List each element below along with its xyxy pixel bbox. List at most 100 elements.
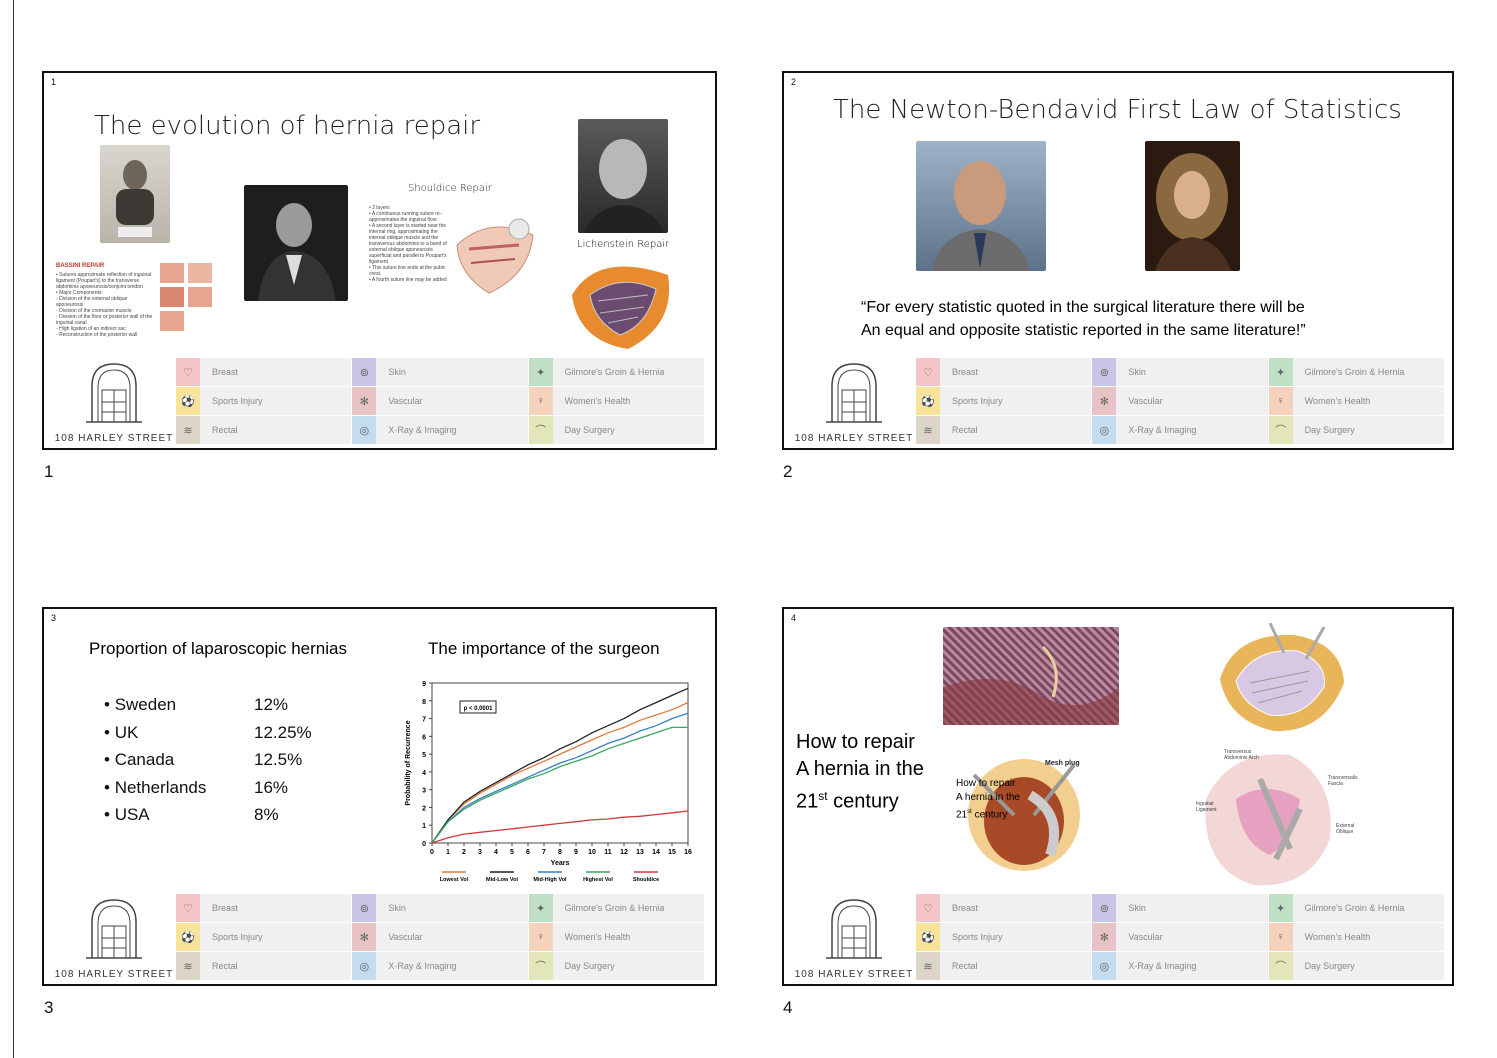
surgery-icon: ⌒ xyxy=(1268,416,1293,444)
x-tick-label: 8 xyxy=(558,849,562,856)
country-name: Sweden xyxy=(114,695,177,714)
service-women[interactable]: ♀ Women's Health xyxy=(528,387,704,415)
service-xray[interactable]: ◎ X-Ray & Imaging xyxy=(1092,952,1268,980)
service-label: Skin xyxy=(388,367,406,377)
service-label: Sports Injury xyxy=(952,396,1003,406)
service-hernia[interactable]: ✦ Gilmore's Groin & Hernia xyxy=(1268,894,1444,922)
skin-icon: ⊚ xyxy=(1092,894,1117,922)
service-label: Breast xyxy=(212,367,239,377)
sports-icon: ⚽ xyxy=(176,923,200,951)
service-day-surgery[interactable]: ⌒ Day Surgery xyxy=(1268,416,1444,444)
surgery-icon: ⌒ xyxy=(528,952,553,980)
service-label: X-Ray & Imaging xyxy=(388,961,457,971)
service-breast[interactable]: ♡ Breast xyxy=(176,358,352,386)
legend-label: Mid-High Vol xyxy=(533,877,567,883)
sports-icon: ⚽ xyxy=(916,923,940,951)
service-rectal[interactable]: ≋ Rectal xyxy=(916,416,1092,444)
bendavid-portrait xyxy=(916,141,1046,271)
slide-4[interactable]: 4 How to repair A hernia in the 21st cen… xyxy=(782,607,1454,986)
vascular-icon: ✻ xyxy=(352,387,377,415)
mesh-plug-label: Mesh plug xyxy=(1045,760,1080,767)
bassini-title: BASSINI REPAIR xyxy=(56,263,105,269)
service-sports[interactable]: ⚽ Sports Injury xyxy=(176,387,352,415)
x-tick-label: 2 xyxy=(462,849,466,856)
hernia-icon: ✦ xyxy=(528,894,553,922)
service-women[interactable]: ♀ Women's Health xyxy=(1268,387,1444,415)
service-breast[interactable]: ♡ Breast xyxy=(916,358,1092,386)
service-skin[interactable]: ⊚ Skin xyxy=(352,358,528,386)
service-label: Sports Injury xyxy=(952,932,1003,942)
country-list: • Sweden 12% • UK 12.25% • Canada 12.5% • N… xyxy=(104,691,312,829)
harley-street-logo: 108 HARLEY STREET xyxy=(54,358,174,444)
lichenstein-diagram xyxy=(568,255,676,351)
xray-icon: ◎ xyxy=(1092,416,1117,444)
service-breast[interactable]: ♡ Breast xyxy=(176,894,352,922)
shouldice-title: Shouldice Repair xyxy=(408,183,492,194)
service-skin[interactable]: ⊚ Skin xyxy=(352,894,528,922)
service-rectal[interactable]: ≋ Rectal xyxy=(176,952,352,980)
ribbon-icon: ♡ xyxy=(916,894,940,922)
y-tick-label: 2 xyxy=(422,805,426,812)
door-icon xyxy=(86,363,142,423)
slide-3[interactable]: 3 Proportion of laparoscopic hernias The… xyxy=(42,607,717,986)
rectal-icon: ≋ xyxy=(176,416,200,444)
list-item: • Sweden 12% xyxy=(104,691,312,719)
service-women[interactable]: ♀ Women's Health xyxy=(1268,923,1444,951)
page-number-3: 3 xyxy=(44,998,54,1017)
service-label: Day Surgery xyxy=(1304,961,1355,971)
logo-text: 108 HARLEY STREET xyxy=(794,433,914,444)
x-tick-label: 14 xyxy=(652,849,660,856)
service-day-surgery[interactable]: ⌒ Day Surgery xyxy=(1268,952,1444,980)
service-women[interactable]: ♀ Women's Health xyxy=(528,923,704,951)
service-xray[interactable]: ◎ X-Ray & Imaging xyxy=(1092,416,1268,444)
page-number-2: 2 xyxy=(783,462,793,481)
service-label: Rectal xyxy=(212,425,238,435)
service-skin[interactable]: ⊚ Skin xyxy=(1092,894,1268,922)
service-vascular[interactable]: ✻ Vascular xyxy=(1092,387,1268,415)
harley-street-logo: 108 HARLEY STREET xyxy=(794,358,914,444)
service-vascular[interactable]: ✻ Vascular xyxy=(352,923,528,951)
skin-icon: ⊚ xyxy=(352,358,377,386)
service-label: Breast xyxy=(952,903,979,913)
service-day-surgery[interactable]: ⌒ Day Surgery xyxy=(528,952,704,980)
service-xray[interactable]: ◎ X-Ray & Imaging xyxy=(352,416,528,444)
service-sports[interactable]: ⚽ Sports Injury xyxy=(916,923,1092,951)
newton-portrait xyxy=(1145,141,1240,271)
slide-number: 3 xyxy=(51,613,57,623)
service-day-surgery[interactable]: ⌒ Day Surgery xyxy=(528,416,704,444)
service-vascular[interactable]: ✻ Vascular xyxy=(1092,923,1268,951)
hernia-icon: ✦ xyxy=(528,358,553,386)
slide-1[interactable]: 1 The evolution of hernia repair Shouldi… xyxy=(42,71,717,450)
logo-text: 108 HARLEY STREET xyxy=(54,969,174,980)
service-skin[interactable]: ⊚ Skin xyxy=(1092,358,1268,386)
service-hernia[interactable]: ✦ Gilmore's Groin & Hernia xyxy=(528,894,704,922)
service-hernia[interactable]: ✦ Gilmore's Groin & Hernia xyxy=(528,358,704,386)
service-xray[interactable]: ◎ X-Ray & Imaging xyxy=(352,952,528,980)
service-vascular[interactable]: ✻ Vascular xyxy=(352,387,528,415)
slide-footer: 108 HARLEY STREET ♡ Breast ⊚ Skin ✦ Gilmore… xyxy=(44,356,715,448)
xray-icon: ◎ xyxy=(352,952,377,980)
heading-line-2: A hernia in the xyxy=(796,758,924,780)
country-value: 12% xyxy=(254,695,289,714)
heading-century-text: century xyxy=(827,790,899,813)
service-rectal[interactable]: ≋ Rectal xyxy=(916,952,1092,980)
service-rectal[interactable]: ≋ Rectal xyxy=(176,416,352,444)
service-sports[interactable]: ⚽ Sports Injury xyxy=(176,923,352,951)
x-tick-label: 10 xyxy=(588,849,596,856)
list-item: • Netherlands 16% xyxy=(104,774,312,802)
service-breast[interactable]: ♡ Breast xyxy=(916,894,1092,922)
sports-icon: ⚽ xyxy=(916,387,940,415)
heading-line-3: 21st century xyxy=(796,783,924,816)
x-tick-label: 16 xyxy=(684,849,692,856)
service-label: Women's Health xyxy=(564,396,631,406)
service-label: Day Surgery xyxy=(564,425,615,435)
service-sports[interactable]: ⚽ Sports Injury xyxy=(916,387,1092,415)
anatomy-label: Transversalis Fascia xyxy=(1328,775,1358,787)
anatomy-label: Transversus Abdominis Arch xyxy=(1224,749,1259,761)
service-label: Rectal xyxy=(952,425,978,435)
service-hernia[interactable]: ✦ Gilmore's Groin & Hernia xyxy=(1268,358,1444,386)
x-axis-label: Years xyxy=(551,860,570,867)
service-label: Day Surgery xyxy=(1304,425,1355,435)
slide-2[interactable]: 2 The Newton-Bendavid First Law of Stati… xyxy=(782,71,1454,450)
ribbon-icon: ♡ xyxy=(176,894,200,922)
